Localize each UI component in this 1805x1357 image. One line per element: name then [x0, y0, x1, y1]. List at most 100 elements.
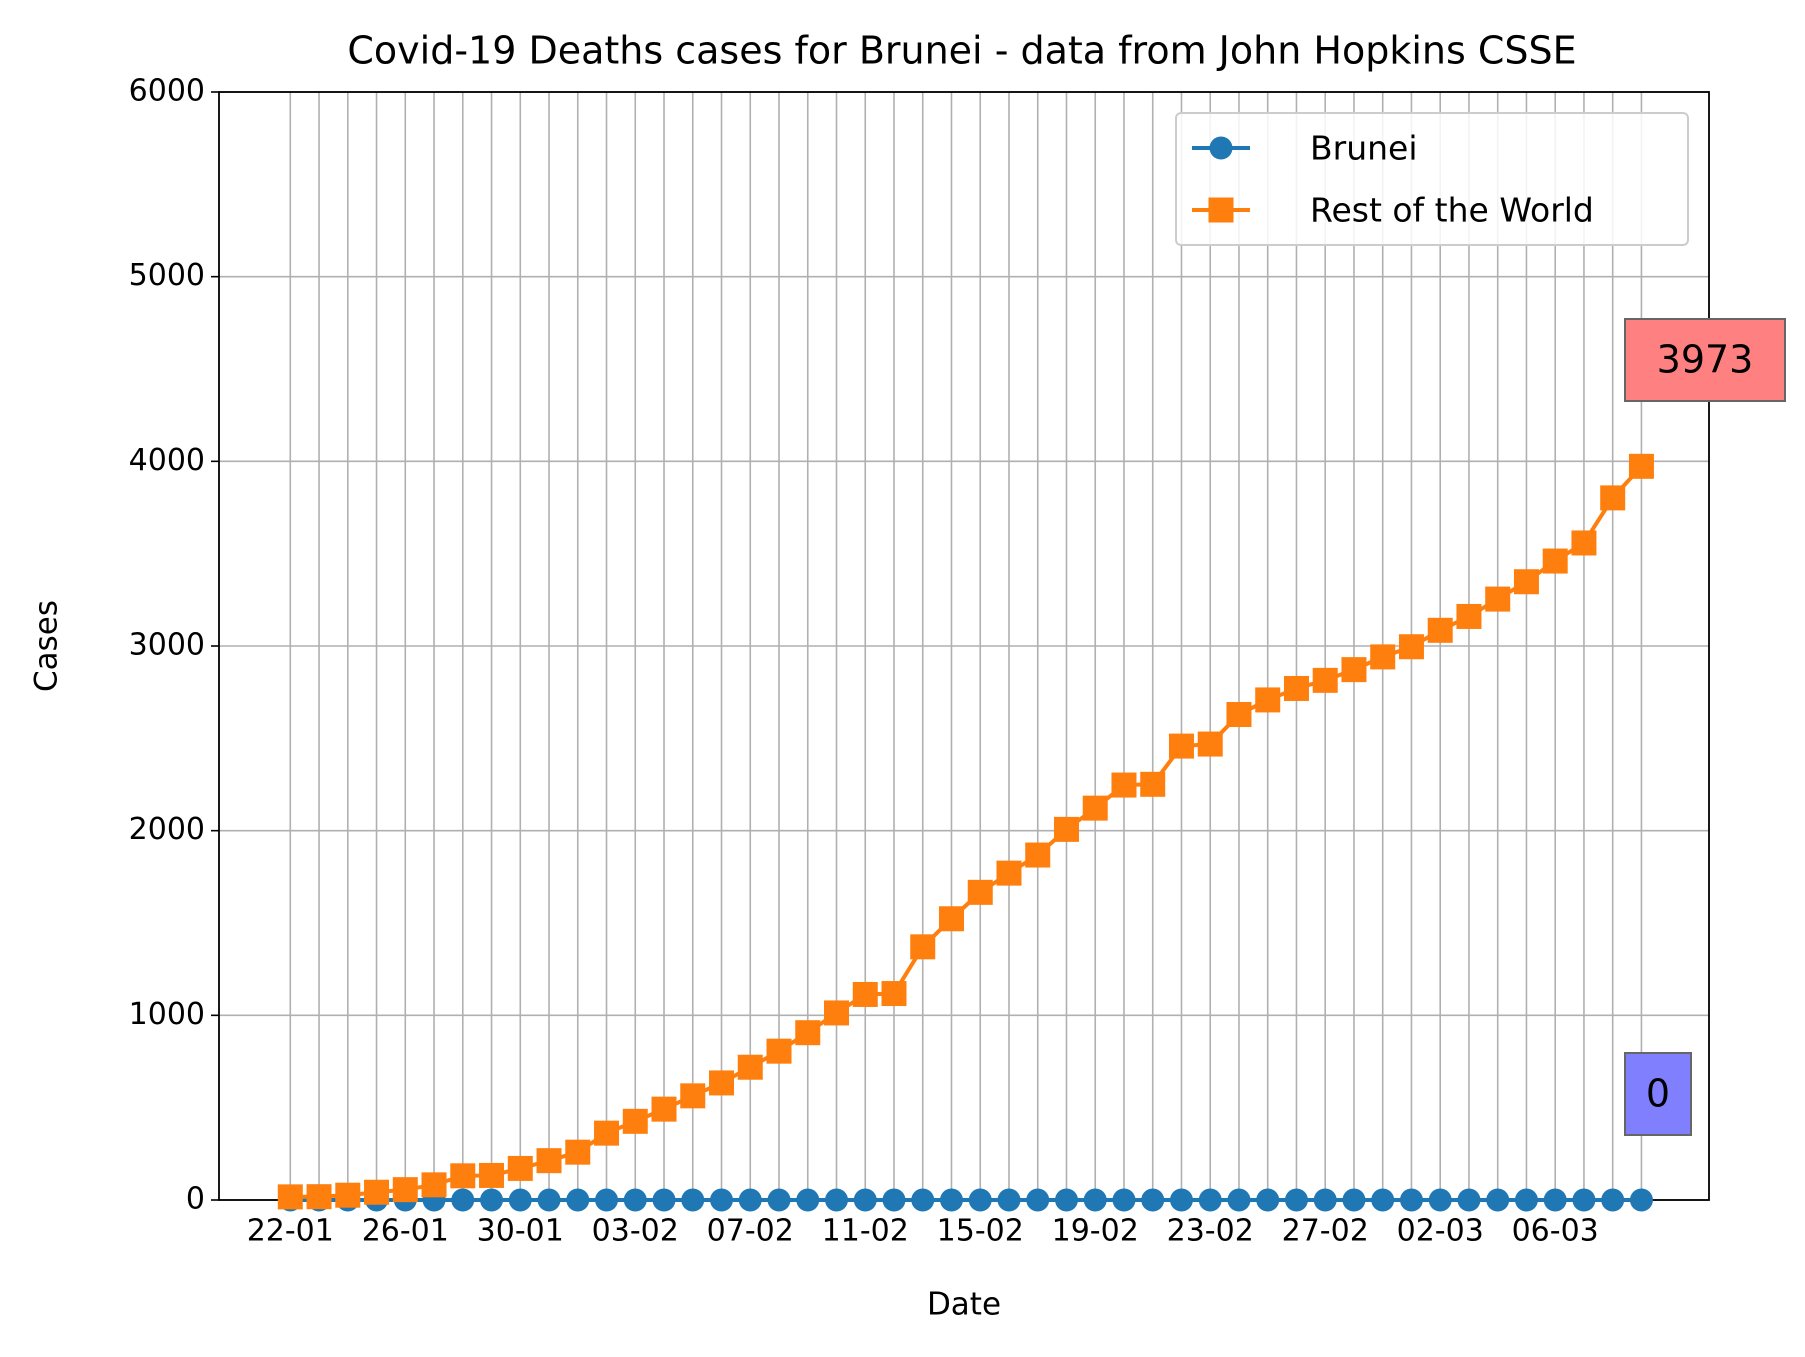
annotation-label: 3973	[1657, 338, 1754, 382]
marker	[795, 1020, 821, 1046]
marker	[996, 860, 1022, 886]
marker	[1629, 1188, 1653, 1212]
marker	[738, 1188, 762, 1212]
marker	[710, 1188, 734, 1212]
chart-title: Covid-19 Deaths cases for Brunei - data …	[347, 29, 1576, 73]
marker	[911, 1188, 935, 1212]
x-tick-label: 27-02	[1282, 1214, 1369, 1249]
x-tick-label: 03-02	[592, 1214, 679, 1249]
marker	[335, 1182, 361, 1208]
marker	[1169, 1188, 1193, 1212]
marker	[1513, 569, 1539, 595]
y-tick-label: 6000	[129, 74, 205, 109]
x-tick-label: 22-01	[247, 1214, 334, 1249]
marker	[680, 1083, 706, 1109]
marker	[1342, 1188, 1366, 1212]
marker	[910, 934, 936, 960]
marker	[1053, 816, 1079, 842]
marker	[882, 1188, 906, 1212]
marker	[1054, 1188, 1078, 1212]
marker	[1198, 1188, 1222, 1212]
marker	[623, 1188, 647, 1212]
marker	[1026, 1188, 1050, 1212]
marker	[796, 1188, 820, 1212]
marker	[1370, 644, 1396, 670]
x-tick-label: 15-02	[937, 1214, 1024, 1249]
marker	[1312, 667, 1338, 693]
marker	[507, 1155, 533, 1181]
marker	[1399, 1188, 1423, 1212]
marker	[1082, 795, 1108, 821]
marker	[651, 1096, 677, 1122]
marker	[737, 1054, 763, 1080]
y-tick-label: 5000	[129, 258, 205, 293]
y-tick-label: 3000	[129, 628, 205, 663]
legend-box	[1175, 112, 1689, 246]
marker	[767, 1188, 791, 1212]
marker	[1226, 702, 1252, 728]
annotation-box	[1624, 318, 1786, 402]
marker	[1112, 1188, 1136, 1212]
marker	[595, 1188, 619, 1212]
marker	[565, 1139, 591, 1165]
marker	[1427, 617, 1453, 643]
x-tick-label: 11-02	[822, 1214, 909, 1249]
marker	[1371, 1188, 1395, 1212]
marker	[824, 1000, 850, 1026]
marker	[364, 1179, 390, 1205]
marker	[997, 1188, 1021, 1212]
marker	[480, 1188, 504, 1212]
y-axis-label: Cases	[29, 600, 65, 692]
marker	[1572, 1188, 1596, 1212]
marker	[451, 1188, 475, 1212]
marker	[766, 1038, 792, 1064]
marker	[1025, 842, 1051, 868]
series-line	[290, 464, 1643, 1199]
marker	[622, 1108, 648, 1134]
marker	[1140, 771, 1166, 797]
y-tick-label: 1000	[129, 997, 205, 1032]
marker	[1485, 586, 1511, 612]
x-tick-label: 19-02	[1052, 1214, 1139, 1249]
marker	[1514, 1188, 1538, 1212]
legend-marker	[1209, 136, 1233, 160]
annotation-label: 0	[1646, 1072, 1670, 1116]
x-tick-label: 02-03	[1397, 1214, 1484, 1249]
marker	[967, 879, 993, 905]
y-tick-label: 0	[186, 1182, 205, 1217]
marker	[1255, 687, 1281, 713]
marker	[566, 1188, 590, 1212]
marker	[537, 1188, 561, 1212]
marker	[1600, 485, 1626, 511]
marker	[1543, 1188, 1567, 1212]
marker	[508, 1188, 532, 1212]
marker	[1111, 772, 1137, 798]
marker	[1197, 731, 1223, 757]
marker	[852, 981, 878, 1007]
marker	[1542, 548, 1568, 574]
marker	[681, 1188, 705, 1212]
marker	[1283, 675, 1309, 701]
marker	[306, 1184, 332, 1210]
marker	[1457, 1188, 1481, 1212]
marker	[853, 1188, 877, 1212]
marker	[1313, 1188, 1337, 1212]
y-tick-label: 4000	[129, 443, 205, 478]
x-tick-label: 06-03	[1512, 1214, 1599, 1249]
marker	[1486, 1188, 1510, 1212]
marker	[1341, 657, 1367, 683]
marker	[1284, 1188, 1308, 1212]
marker	[652, 1188, 676, 1212]
x-tick-label: 30-01	[477, 1214, 564, 1249]
marker	[479, 1162, 505, 1188]
marker	[1141, 1188, 1165, 1212]
legend-label: Rest of the World	[1310, 191, 1594, 230]
marker	[277, 1184, 303, 1210]
marker	[1628, 453, 1654, 479]
marker	[825, 1188, 849, 1212]
marker	[939, 1188, 963, 1212]
marker	[1083, 1188, 1107, 1212]
marker	[536, 1148, 562, 1174]
marker	[709, 1070, 735, 1096]
